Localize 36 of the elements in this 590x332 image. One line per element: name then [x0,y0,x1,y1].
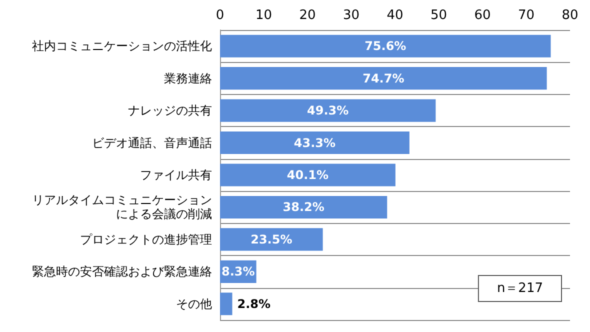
bar [220,132,410,154]
data-label: 23.5% [250,232,292,246]
x-tick-label: 80 [562,8,578,23]
bar [220,196,388,218]
bar [220,34,551,58]
bar [220,228,323,251]
data-label: 75.6% [364,39,406,54]
bar [220,67,547,90]
y-tick-label: リアルタイムコミュニケーションによる会議の削減 [32,193,212,222]
y-tick-label: 緊急時の安否確認および緊急連絡 [32,264,212,279]
x-tick-label: 40 [386,8,404,23]
x-tick-label: 30 [342,8,360,23]
data-label: 2.8% [237,296,271,311]
data-label: 49.3% [307,104,349,118]
x-tick-label: 60 [474,8,491,23]
x-tick-label: 10 [255,8,272,23]
y-tick-label: その他 [176,296,212,311]
data-label: 40.1% [286,168,329,182]
bar [220,292,232,316]
data-label: 74.7% [362,71,404,86]
x-tick-label: 20 [299,8,316,23]
x-tick-label: 50 [430,8,448,23]
bar [220,164,396,186]
annotation: n＝217 [496,281,544,296]
y-tick-label: 業務連絡 [164,71,212,86]
data-label: 8.3% [222,264,255,279]
data-label: 38.2% [282,200,324,214]
y-tick-label: プロジェクトの進捗管理 [80,232,212,246]
y-tick-label: ビデオ通話、音声通話 [92,136,212,150]
y-tick-label: ナレッジの共有 [128,104,212,118]
data-label: 43.3% [294,136,336,150]
x-tick-label: 70 [518,8,535,23]
y-tick-label: 社内コミュニケーションの活性化 [32,39,212,54]
bar [220,99,436,122]
y-tick-label: ファイル共有 [140,168,212,182]
x-tick-label: 0 [216,8,224,23]
